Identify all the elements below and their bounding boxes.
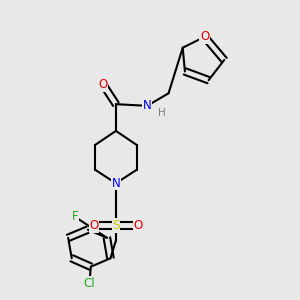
Text: O: O	[133, 219, 142, 232]
Text: H: H	[158, 108, 165, 118]
Text: F: F	[72, 210, 78, 223]
Text: N: N	[143, 99, 152, 112]
Text: S: S	[112, 219, 120, 232]
Text: Cl: Cl	[84, 277, 95, 290]
Text: O: O	[200, 30, 209, 43]
Text: N: N	[112, 177, 120, 190]
Text: O: O	[98, 78, 108, 91]
Text: O: O	[89, 219, 99, 232]
